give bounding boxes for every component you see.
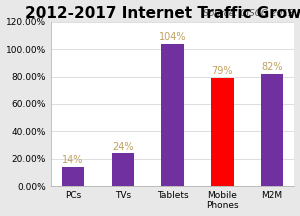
Bar	[161, 44, 184, 186]
Bar	[211, 78, 234, 186]
Text: 104%: 104%	[159, 32, 186, 42]
Bar	[112, 153, 134, 186]
Title: 2012-2017 Internet Traffic Growth: 2012-2017 Internet Traffic Growth	[25, 6, 300, 21]
Text: 14%: 14%	[62, 155, 84, 165]
Bar	[261, 74, 284, 186]
Text: 79%: 79%	[212, 66, 233, 76]
Text: 82%: 82%	[261, 62, 283, 72]
Text: 24%: 24%	[112, 142, 134, 152]
Bar	[62, 167, 84, 186]
Text: Source: CISCO 2013: Source: CISCO 2013	[203, 10, 294, 18]
